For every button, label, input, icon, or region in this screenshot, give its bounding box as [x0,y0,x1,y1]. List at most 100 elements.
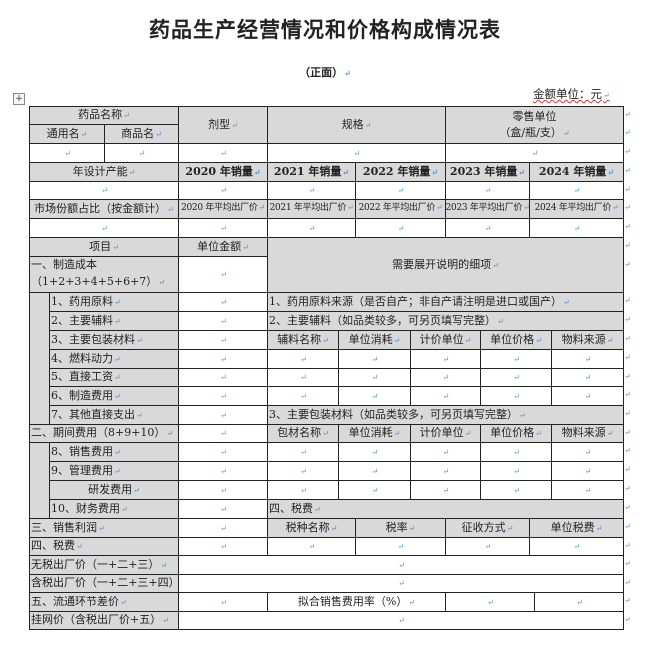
input-cell[interactable] [480,368,552,387]
group-indent [29,442,50,519]
input-cell[interactable] [267,218,356,238]
input-cell[interactable] [480,442,552,462]
input-cell[interactable] [178,499,268,519]
input-cell[interactable] [551,442,624,462]
cost-item-label-text: 5、直接工资 [51,369,121,386]
input-cell[interactable] [551,386,624,406]
details-header: 需要展开说明的细项 [267,237,624,293]
input-cell[interactable] [480,349,552,369]
input-cell[interactable] [551,461,624,481]
input-cell[interactable] [355,537,446,556]
manufacturing-cost-label-line-2: （1+2+3+4+5+6+7） [31,274,165,291]
input-cell[interactable] [410,368,481,387]
period-item-label: 8、销售费用 [49,442,179,462]
paragraph-mark-icon [573,182,581,199]
input-cell[interactable] [551,368,624,387]
input-cell[interactable] [338,386,411,406]
input-cell[interactable] [267,368,339,387]
input-cell[interactable] [267,386,339,406]
input-cell[interactable] [534,592,624,612]
input-cell[interactable] [445,143,624,163]
input-cell[interactable] [178,461,268,481]
packaging-column-header: 单位消耗 [338,424,411,443]
input-cell[interactable] [178,311,268,331]
input-cell[interactable] [410,461,481,481]
input-cell[interactable] [551,349,624,369]
row-end-mark-icon: ↵ [624,409,631,418]
input-cell[interactable] [178,555,624,575]
input-cell[interactable] [178,386,268,406]
input-cell[interactable] [480,480,552,500]
paragraph-mark-icon [299,482,307,499]
input-cell[interactable] [178,592,268,612]
input-cell[interactable] [355,181,446,200]
input-cell[interactable] [480,386,552,406]
paragraph-mark-icon [584,351,592,368]
input-cell[interactable] [178,256,268,293]
table-move-handle-icon[interactable]: + [13,93,25,105]
input-cell[interactable] [355,218,446,238]
input-cell[interactable] [529,181,624,200]
paragraph-mark-icon [397,575,405,592]
input-cell[interactable] [29,181,179,200]
input-cell[interactable] [338,480,411,500]
input-cell[interactable] [410,442,481,462]
input-cell[interactable] [410,386,481,406]
input-cell[interactable] [338,349,411,369]
input-cell[interactable] [338,368,411,387]
paragraph-mark-icon [299,463,307,480]
input-cell[interactable] [445,537,530,556]
input-cell[interactable] [178,537,268,556]
input-cell[interactable] [267,537,356,556]
input-cell[interactable] [178,574,624,593]
input-cell[interactable] [410,480,481,500]
input-cell[interactable] [267,143,446,163]
input-cell[interactable] [267,181,356,200]
ex-tax-price-label: 无税出厂价（一+二+三） [29,555,179,575]
input-cell[interactable] [529,218,624,238]
input-cell[interactable] [178,330,268,350]
row-end-mark-icon: ↵ [624,596,631,605]
input-cell[interactable] [178,143,268,163]
input-cell[interactable] [178,442,268,462]
input-cell[interactable] [178,611,624,630]
input-cell[interactable] [29,218,179,238]
paragraph-mark-icon [486,594,494,611]
cost-item-label: 2、主要辅料 [49,311,179,331]
input-cell[interactable] [178,368,268,387]
input-cell[interactable] [529,537,624,556]
input-cell[interactable] [178,181,268,200]
tax-column-header-text: 税种名称 [286,520,338,537]
input-cell[interactable] [178,480,268,500]
input-cell[interactable] [445,181,530,200]
input-cell[interactable] [267,349,339,369]
input-cell[interactable] [178,405,268,425]
input-cell[interactable] [178,218,268,238]
input-cell[interactable] [178,349,268,369]
cost-item-label: 7、其他直接支出 [49,405,179,425]
market-share-header: 市场份额占比（按金额计） [29,199,179,219]
input-cell[interactable] [551,480,624,500]
input-cell[interactable] [445,592,535,612]
input-cell[interactable] [29,143,105,163]
packaging-column-header-text: 单位价格 [490,425,542,442]
input-cell[interactable] [267,442,339,462]
input-cell[interactable] [338,461,411,481]
input-cell[interactable] [410,349,481,369]
period-item-label-text: 9、管理费用 [51,463,121,480]
input-cell[interactable] [178,292,268,312]
sales-year-header-text: 2021 年销量 [274,164,349,181]
input-cell[interactable] [178,518,268,538]
input-cell[interactable] [445,218,530,238]
input-cell[interactable] [338,442,411,462]
input-cell[interactable] [480,461,552,481]
input-cell[interactable] [267,480,339,500]
input-cell[interactable] [267,461,339,481]
trade-name-header: 商品名 [104,124,179,144]
item-header: 项目 [29,237,179,257]
input-cell[interactable] [104,143,179,163]
paragraph-mark-icon [397,538,405,555]
cost-item-label: 4、燃料动力 [49,349,179,369]
excipient-column-header-text: 辅料名称 [277,332,329,349]
input-cell[interactable] [178,424,268,443]
